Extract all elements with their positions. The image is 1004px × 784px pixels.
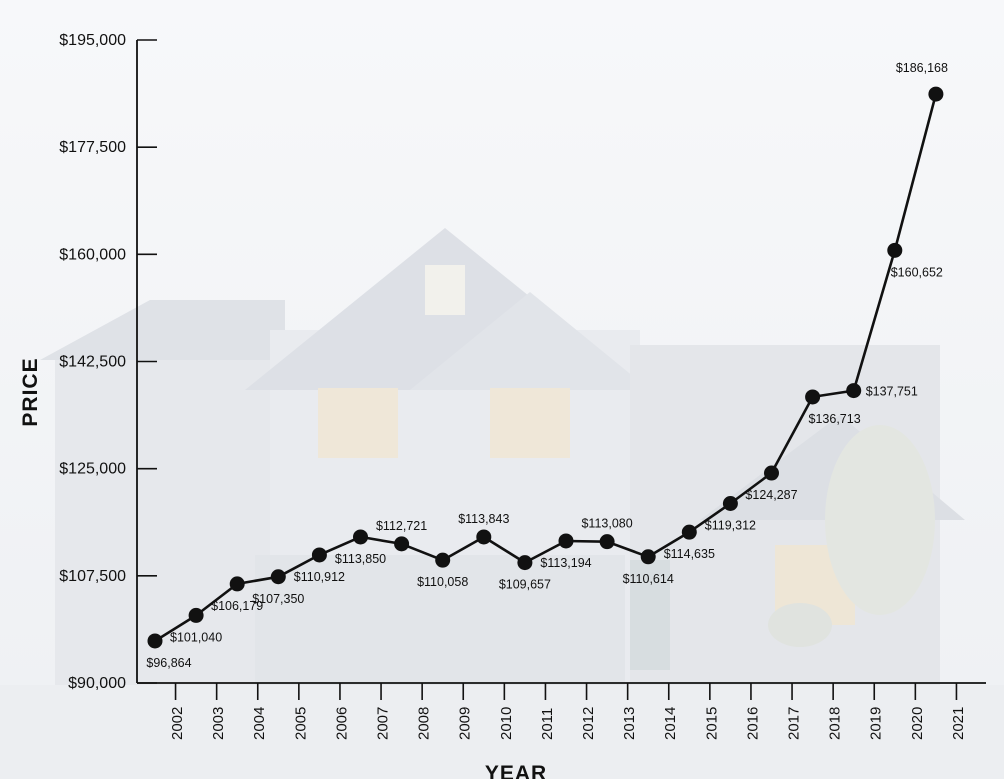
shrub bbox=[768, 603, 832, 647]
data-label: $110,614 bbox=[623, 572, 674, 586]
x-tick-label: 2010 bbox=[498, 707, 515, 740]
x-tick-label: 2015 bbox=[703, 707, 720, 740]
data-point bbox=[435, 552, 451, 568]
x-tick-label: 2013 bbox=[621, 707, 638, 740]
data-label: $113,850 bbox=[335, 552, 386, 566]
data-point bbox=[722, 495, 738, 511]
data-label: $101,040 bbox=[170, 630, 222, 644]
x-ticks: 2002 2003 2004 2005 2006 2007 2008 2009 2010 2011… bbox=[169, 683, 967, 740]
data-point bbox=[188, 607, 204, 623]
data-point bbox=[599, 534, 615, 550]
front-door bbox=[630, 560, 670, 670]
price-series bbox=[147, 86, 944, 649]
data-point bbox=[764, 465, 779, 481]
x-tick-label: 2016 bbox=[744, 707, 761, 740]
data-point bbox=[476, 529, 492, 545]
data-label: $114,635 bbox=[664, 547, 715, 561]
data-label: $136,713 bbox=[809, 412, 861, 426]
data-label: $113,843 bbox=[458, 512, 509, 526]
x-tick-label: 2006 bbox=[333, 707, 350, 740]
x-tick-label: 2003 bbox=[210, 707, 227, 740]
data-point bbox=[270, 569, 286, 585]
data-label: $113,080 bbox=[581, 517, 632, 531]
data-point bbox=[394, 536, 410, 552]
x-tick-label: 2012 bbox=[580, 707, 597, 740]
y-axis-title: PRICE bbox=[19, 357, 42, 426]
data-point bbox=[805, 389, 821, 405]
y-tick-label: $160,000 bbox=[59, 246, 126, 263]
data-point bbox=[640, 549, 656, 565]
data-label: $112,721 bbox=[376, 519, 427, 533]
front-gable bbox=[410, 292, 650, 390]
garage bbox=[255, 555, 625, 685]
data-point bbox=[517, 555, 533, 571]
data-label: $96,864 bbox=[146, 656, 191, 670]
data-point bbox=[353, 529, 368, 545]
data-labels: $96,864 $101,040 $106,179$107,350 $110,912 $… bbox=[146, 61, 948, 670]
x-tick-label: 2002 bbox=[169, 707, 186, 740]
y-tick-label: $107,500 bbox=[59, 568, 126, 585]
y-tick-label: $90,000 bbox=[68, 675, 126, 692]
y-tick-label: $195,000 bbox=[59, 32, 126, 49]
data-label: $106,179 bbox=[211, 599, 263, 613]
x-tick-label: 2009 bbox=[457, 707, 474, 740]
x-tick-label: 2018 bbox=[827, 707, 844, 740]
x-tick-label: 2020 bbox=[909, 707, 926, 740]
data-point bbox=[558, 533, 574, 549]
data-point bbox=[681, 524, 697, 540]
data-label: $110,058 bbox=[417, 575, 468, 589]
x-tick-label: 2008 bbox=[416, 707, 433, 740]
data-point bbox=[928, 86, 944, 102]
left-roof bbox=[40, 300, 285, 360]
window-right bbox=[490, 388, 570, 458]
x-tick-label: 2021 bbox=[950, 707, 967, 740]
x-tick-label: 2007 bbox=[375, 707, 392, 740]
data-label: $113,194 bbox=[540, 556, 591, 570]
x-tick-label: 2011 bbox=[539, 708, 556, 740]
attic-window bbox=[425, 265, 465, 315]
x-tick-label: 2005 bbox=[292, 707, 309, 740]
data-point bbox=[229, 576, 245, 592]
data-point bbox=[311, 547, 327, 563]
x-axis-title: YEAR bbox=[485, 762, 547, 779]
tree bbox=[825, 425, 935, 615]
x-tick-label: 2014 bbox=[662, 707, 679, 740]
data-point bbox=[147, 633, 163, 649]
data-label: $186,168 bbox=[896, 61, 948, 75]
data-point bbox=[846, 383, 862, 399]
data-label: $109,657 bbox=[499, 578, 551, 592]
x-tick-label: 2017 bbox=[786, 707, 803, 740]
data-point bbox=[887, 242, 903, 258]
y-tick-label: $142,500 bbox=[59, 354, 126, 371]
data-label: $107,350 bbox=[252, 592, 304, 606]
data-label: $119,312 bbox=[705, 518, 756, 532]
window-left bbox=[318, 388, 398, 458]
data-label: $137,751 bbox=[866, 385, 918, 399]
series-line bbox=[154, 93, 938, 643]
data-label: $110,912 bbox=[294, 570, 345, 584]
y-tick-label: $177,500 bbox=[59, 139, 126, 156]
y-ticks: $90,000 $107,500 $125,000 $142,500 $160,000 $… bbox=[59, 32, 157, 692]
x-tick-label: 2004 bbox=[251, 707, 268, 740]
y-tick-label: $125,000 bbox=[59, 461, 126, 478]
driveway bbox=[0, 685, 1004, 779]
data-label: $160,652 bbox=[891, 265, 943, 279]
left-wing bbox=[55, 355, 270, 685]
x-tick-label: 2019 bbox=[868, 707, 885, 740]
data-label: $124,287 bbox=[745, 488, 797, 502]
